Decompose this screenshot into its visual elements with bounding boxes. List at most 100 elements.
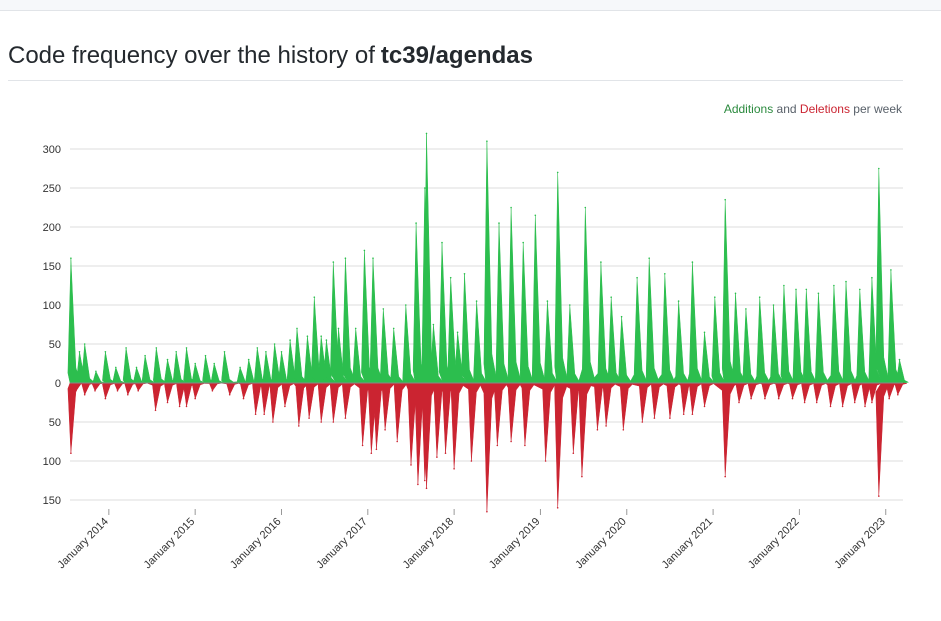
deletions-point — [703, 405, 706, 408]
deletions-point — [436, 456, 438, 458]
deletions-point — [417, 483, 419, 486]
deletions-point — [815, 401, 818, 404]
additions-point — [415, 222, 417, 224]
deletions-point — [272, 421, 274, 423]
deletions-point — [344, 417, 347, 419]
additions-point — [691, 261, 694, 263]
deletions-point — [581, 475, 583, 478]
title-prefix: Code frequency over the history of — [8, 42, 375, 69]
additions-point — [313, 296, 316, 298]
additions-point — [194, 362, 196, 365]
additions-point — [185, 347, 188, 349]
deletions-point — [764, 397, 766, 400]
y-tick-label: 250 — [43, 183, 61, 195]
deletions-point — [94, 390, 96, 392]
additions-point — [817, 292, 820, 295]
deletions-point — [298, 425, 300, 427]
additions-point — [289, 339, 291, 341]
additions-point — [83, 343, 86, 345]
deletions-point — [641, 421, 644, 423]
additions-point — [392, 327, 395, 330]
additions-point — [734, 292, 737, 295]
additions-point — [878, 167, 880, 170]
additions-point — [486, 140, 488, 142]
additions-point — [71, 347, 74, 349]
legend-and: and — [776, 102, 797, 116]
additions-point — [600, 261, 602, 263]
deletions-point — [853, 401, 856, 404]
additions-point — [144, 354, 146, 357]
additions-point — [890, 269, 892, 271]
additions-point — [724, 198, 726, 201]
x-tick-label: January 2015 — [142, 516, 198, 572]
additions-point — [569, 304, 571, 306]
additions-point — [354, 327, 357, 330]
deletions-point — [496, 444, 499, 447]
y-axis: 300 250 200 150 100 50 0 50 100 150 — [43, 144, 61, 507]
deletions-point — [486, 510, 488, 513]
additions-point — [636, 276, 638, 279]
x-tick-label: January 2016 — [228, 516, 284, 572]
deletions-point — [444, 452, 447, 455]
additions-point — [175, 351, 177, 353]
deletions-point — [384, 429, 386, 431]
y-tick-label: 50 — [49, 417, 61, 429]
additions-point — [223, 351, 226, 353]
additions-point — [522, 241, 524, 244]
additions-point — [859, 288, 861, 291]
deletions-point — [803, 401, 806, 404]
additions-point — [337, 327, 340, 330]
additions-point — [449, 276, 452, 279]
deletions-point — [841, 405, 844, 408]
additions-point — [745, 308, 747, 310]
y-tick-label: 150 — [43, 261, 61, 273]
additions-point — [456, 331, 459, 334]
additions-point — [95, 370, 97, 373]
additions-point — [845, 280, 847, 283]
repo-name[interactable]: tc39/agendas — [380, 42, 533, 69]
additions-point — [620, 315, 623, 318]
legend-suffix: per week — [853, 102, 902, 116]
additions-point — [510, 206, 512, 209]
deletions-point — [556, 507, 559, 509]
x-tick-label: January 2021 — [660, 516, 716, 572]
additions-point — [320, 335, 323, 337]
deletions-point — [653, 417, 656, 419]
page-title: Code frequency over the history of tc39/a… — [8, 40, 903, 72]
deletions-point — [453, 468, 455, 470]
additions-point — [475, 300, 478, 302]
deletions-point — [724, 475, 726, 478]
additions-point — [546, 300, 549, 302]
deletions-point — [284, 405, 286, 408]
deletions-point — [605, 425, 607, 427]
additions-point — [432, 323, 435, 326]
deletions-point — [878, 495, 880, 497]
x-tick-label: January 2022 — [746, 516, 802, 572]
additions-point — [135, 366, 138, 369]
additions-point — [425, 132, 428, 135]
deletions-point — [682, 413, 685, 416]
deletions-point — [777, 397, 780, 400]
additions-point — [795, 288, 797, 291]
deletions-point — [410, 464, 412, 466]
deletions-point — [127, 393, 129, 396]
deletions-point — [829, 405, 832, 408]
page-header: Code frequency over the history of tc39/a… — [8, 40, 903, 81]
additions-point — [758, 296, 761, 298]
additions-point — [125, 347, 127, 349]
deletions-area — [67, 382, 908, 512]
deletions-point — [154, 409, 157, 412]
additions-point — [239, 366, 241, 369]
deletions-point — [738, 401, 740, 404]
chart-legend: Additions and Deletions per week — [724, 102, 902, 116]
additions-point — [256, 347, 259, 349]
deletions-point — [104, 397, 107, 400]
deletions-point — [897, 393, 899, 396]
additions-point — [204, 354, 207, 357]
additions-point — [344, 257, 347, 259]
deletions-point — [871, 401, 873, 404]
deletions-point — [166, 401, 169, 404]
additions-point — [703, 331, 706, 334]
deletions-point — [116, 390, 119, 392]
